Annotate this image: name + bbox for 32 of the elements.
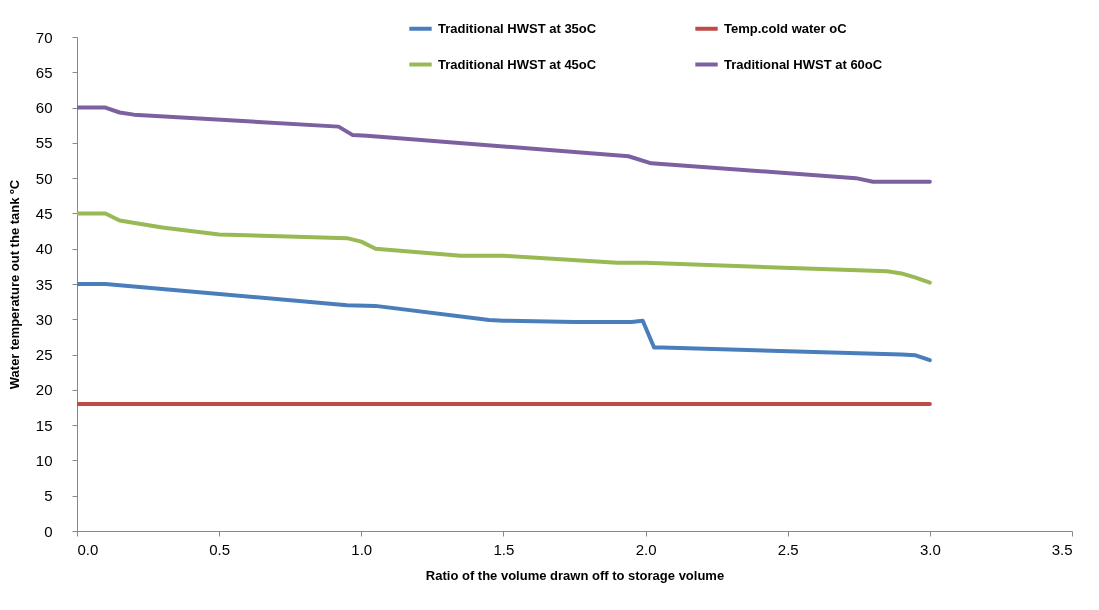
legend-label: Temp.cold water oC bbox=[724, 20, 848, 36]
x-tick-label: 1.5 bbox=[493, 540, 515, 558]
x-tick-label: 0.5 bbox=[209, 540, 231, 558]
y-tick-label: 50 bbox=[35, 169, 53, 187]
x-tick-label: 0.0 bbox=[77, 540, 99, 558]
y-tick-label: 55 bbox=[35, 134, 53, 152]
y-tick-label: 30 bbox=[35, 310, 53, 328]
y-tick-label: 5 bbox=[44, 487, 53, 505]
x-axis-title: Ratio of the volume drawn off to storage volume bbox=[425, 567, 725, 583]
line-series bbox=[77, 211, 932, 285]
legend-label: Traditional HWST at 60oC bbox=[724, 56, 883, 72]
legend-label: Traditional HWST at 35oC bbox=[438, 20, 597, 36]
y-tick-label: 65 bbox=[35, 63, 53, 81]
y-tick-label: 45 bbox=[35, 204, 53, 222]
line-series bbox=[77, 282, 932, 363]
x-tick-label: 1.0 bbox=[351, 540, 373, 558]
line-series bbox=[77, 105, 932, 184]
y-tick-label: 0 bbox=[44, 522, 53, 540]
y-tick-label: 35 bbox=[35, 275, 53, 293]
x-tick-label: 3.5 bbox=[1051, 540, 1073, 558]
y-tick-label: 25 bbox=[35, 346, 53, 364]
y-tick-label: 10 bbox=[35, 451, 53, 469]
x-tick-label: 3.0 bbox=[919, 540, 941, 558]
x-tick-label: 2.5 bbox=[777, 540, 799, 558]
legend-label: Traditional HWST at 45oC bbox=[438, 56, 597, 72]
y-tick-label: 60 bbox=[35, 99, 53, 117]
x-tick-label: 2.0 bbox=[635, 540, 657, 558]
y-axis-title: Water temperature out the tank ºC bbox=[6, 179, 22, 390]
y-tick-label: 20 bbox=[35, 381, 53, 399]
y-tick-label: 70 bbox=[35, 28, 53, 46]
y-tick-label: 15 bbox=[35, 416, 53, 434]
y-tick-label: 40 bbox=[35, 240, 53, 258]
